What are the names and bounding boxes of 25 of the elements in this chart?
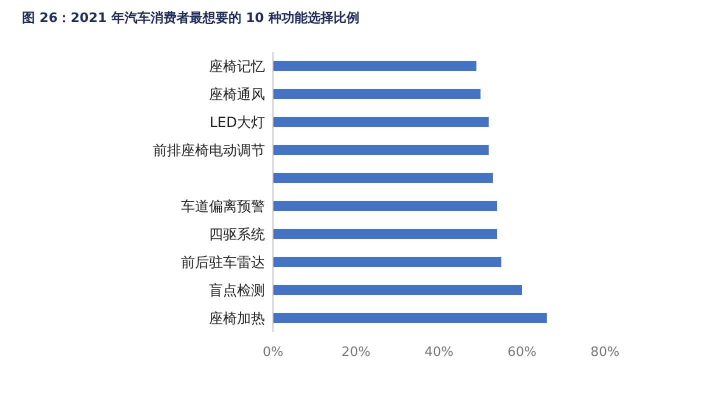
- x-tick-label: 0%: [262, 345, 284, 360]
- y-tick-label: 座椅加热: [209, 311, 265, 327]
- y-tick-label: 前后驻车雷达: [181, 255, 265, 271]
- bar: [273, 60, 476, 72]
- x-tick-label: 60%: [508, 345, 536, 360]
- y-tick-label: 盲点检测: [209, 282, 265, 299]
- bar: [273, 312, 547, 324]
- bar: [273, 256, 502, 268]
- x-tick-label: 40%: [424, 345, 454, 360]
- bar: [273, 116, 489, 128]
- bar: [273, 228, 498, 240]
- chart-title: 图 26：2021 年汽车消费者最想要的 10 种功能选择比例: [22, 10, 360, 26]
- bar: [273, 172, 493, 184]
- y-tick-label: 前排座椅电动调节: [153, 143, 265, 159]
- y-tick-label: 车道偏离预警: [181, 199, 265, 215]
- y-tick-label: LED大灯: [210, 115, 265, 131]
- y-tick-label: 四驱系统: [209, 227, 265, 243]
- bar: [273, 144, 489, 156]
- x-tick-label: 80%: [590, 345, 620, 360]
- y-tick-label: 座椅通风: [209, 87, 265, 103]
- bar: [273, 88, 480, 100]
- y-tick-label: 座椅记忆: [209, 59, 265, 75]
- bar: [273, 200, 498, 212]
- x-tick-label: 20%: [342, 345, 370, 360]
- bar: [273, 284, 522, 296]
